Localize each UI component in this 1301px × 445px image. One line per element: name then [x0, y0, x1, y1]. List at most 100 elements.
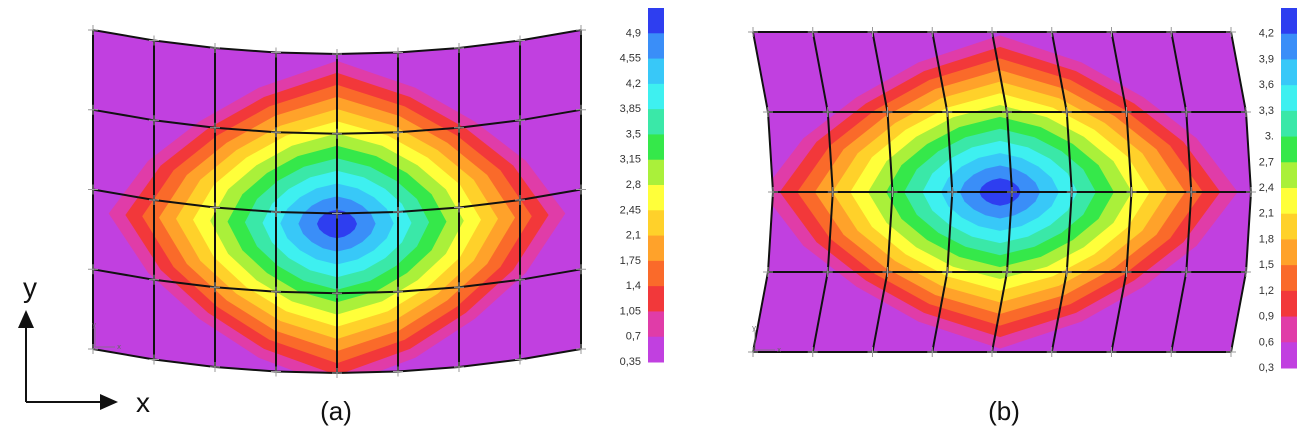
panel-b-mesh-node-1-1	[822, 107, 833, 117]
panel-a-mesh-node-6-4	[454, 362, 464, 372]
panel-a-mesh-node-5-4	[393, 366, 403, 377]
panel-a-colorbar-swatch-11	[648, 286, 664, 312]
panel-b-mesh-node-4-1	[1002, 107, 1012, 117]
panel-a-mesh-node-1-1	[149, 115, 159, 126]
panel-a-colorbar-label-3: 3,85	[620, 103, 641, 115]
panel-b-mesh-node-5-4	[1046, 347, 1057, 357]
panel-a-colorbar-label-6: 2,8	[626, 179, 641, 191]
panel-b-mesh-node-4-0	[987, 27, 997, 37]
panel-a-mesh-node-2-3	[210, 282, 220, 293]
panel-a-colorbar-swatch-12	[648, 311, 664, 338]
panel-b-mesh-node-7-0	[1166, 27, 1177, 37]
panel-b-colorbar-label-11: 0,9	[1259, 311, 1274, 323]
panel-b-mesh-node-3-1	[942, 107, 953, 117]
panel-a-colorbar: 4,9 4,55 4,2 3,85 3,5 3,15 2,8 2,45 2,1 1,75 1,4 1,…	[620, 8, 664, 368]
panel-b-mesh-node-1-2	[827, 187, 838, 197]
panel-a-colorbar-swatch-5	[648, 134, 664, 161]
panel-b-colorbar-swatch-12	[1281, 316, 1297, 343]
panel-b-corner-y-letter: y	[752, 324, 756, 332]
panel-b-mesh-node-8-2	[1246, 187, 1256, 197]
panel-b-mesh-node-2-1	[882, 107, 893, 117]
panel-b-mesh-node-5-0	[1046, 27, 1057, 37]
panel-b-caption: (b)	[988, 396, 1020, 426]
panel-b-mesh-node-4-2	[1007, 187, 1017, 197]
panel-b-contour	[753, 32, 1251, 352]
panel-a: yx 4,94,554,23,853,53,152,82,452,11,751,…	[88, 8, 664, 426]
panel-b-colorbar-swatch-10	[1281, 265, 1297, 292]
panel-a-mesh-node-3-4	[271, 366, 281, 377]
panel-b-colorbar-swatch-11	[1281, 290, 1297, 318]
panel-b-colorbar-swatch-3	[1281, 85, 1297, 112]
panel-a-colorbar-swatch-10	[648, 260, 664, 287]
panel-a-colorbar-label-7: 2,45	[620, 204, 641, 216]
panel-b-mesh-node-6-0	[1106, 27, 1117, 37]
panel-a-colorbar-label-1: 4,55	[620, 53, 641, 65]
panel-a-mesh-node-3-2	[271, 207, 281, 217]
panel-b-corner-axes: yx	[752, 324, 781, 354]
panel-b-mesh-node-3-3	[942, 267, 953, 277]
panel-a-mesh-node-3-3	[271, 286, 281, 297]
panel-a-mesh-node-8-0	[576, 25, 586, 35]
panel-b-mesh-node-5-1	[1061, 107, 1072, 117]
panel-a-colorbar-label-10: 1,4	[626, 280, 641, 292]
panel-b-mesh-node-8-3	[1241, 267, 1251, 277]
panel-b-mesh-node-3-2	[947, 187, 958, 197]
panel-b-colorbar-swatch-6	[1281, 162, 1297, 189]
panel-b-mesh-node-8-0	[1226, 27, 1236, 37]
panel-b-mesh-node-1-3	[822, 267, 833, 277]
panel-b-mesh-node-3-0	[927, 27, 938, 37]
y-axis-arrowhead	[18, 310, 34, 328]
panel-a-mesh-node-6-0	[454, 43, 464, 53]
panel-b-colorbar-swatch-13	[1281, 342, 1297, 369]
panel-b-mesh-node-8-1	[1241, 107, 1251, 117]
panel-a-mesh-node-7-0	[515, 35, 525, 46]
panel-a-colorbar-label-13: 0,35	[620, 356, 641, 368]
panel-a-colorbar-label-9: 1,75	[620, 255, 641, 267]
panel-b-mesh-node-2-4	[867, 347, 878, 357]
panel-b-colorbar-label-0: 4,2	[1259, 28, 1274, 40]
panel-b-colorbar-label-1: 3,9	[1259, 53, 1274, 65]
panel-a-colorbar-swatch-7	[648, 185, 664, 211]
panel-a-mesh-node-7-4	[515, 354, 525, 365]
panel-b-mesh-node-2-0	[867, 27, 878, 37]
panel-b-mesh-node-1-0	[807, 27, 818, 37]
panel-a-mesh-node-2-0	[210, 43, 220, 53]
panel-b-mesh-node-0-3	[763, 267, 773, 277]
panel-b-mesh-node-3-4	[927, 347, 938, 357]
axes-indicator: y x	[18, 272, 150, 418]
panel-b-colorbar-swatch-4	[1281, 110, 1297, 138]
x-axis-label: x	[136, 387, 150, 418]
panel-a-mesh-node-1-3	[149, 274, 159, 285]
panel-b-mesh-node-1-4	[807, 347, 818, 357]
panel-b-mesh-node-5-2	[1066, 187, 1077, 197]
panel-a-mesh-node-1-2	[149, 195, 159, 205]
panel-a-mesh-node-7-2	[515, 195, 525, 205]
panel-b-colorbar-label-8: 1,8	[1259, 233, 1274, 245]
panel-a-mesh-node-5-3	[393, 286, 403, 297]
panel-a-mesh-node-5-0	[393, 47, 403, 58]
panel-b-mesh-node-0-2	[768, 187, 778, 197]
panel-a-mesh-node-8-3	[576, 264, 586, 275]
panel-a-mesh-node-8-2	[576, 184, 586, 195]
panel-a-corner-y-letter: y	[92, 321, 96, 329]
panel-a-colorbar-swatch-6	[648, 159, 664, 186]
panel-b-colorbar-label-6: 2,4	[1259, 182, 1274, 194]
panel-a-mesh-node-7-3	[515, 274, 525, 285]
panel-b-mesh-node-4-3	[1002, 267, 1012, 277]
panel-a-mesh-node-0-0	[88, 25, 98, 35]
panel-b-colorbar-label-2: 3,6	[1259, 79, 1274, 91]
panel-b-colorbar-label-10: 1,2	[1259, 285, 1274, 297]
panel-b-colorbar-swatch-1	[1281, 33, 1297, 60]
panel-b: yx 4,23,93,63,33.2,72,42,11,81,51,20,90,…	[748, 8, 1297, 426]
y-axis-label: y	[23, 272, 37, 303]
panel-a-mesh-node-3-1	[271, 127, 281, 138]
panel-a-mesh-node-3-0	[271, 47, 281, 58]
panel-a-mesh-node-2-1	[210, 122, 220, 133]
panel-b-mesh-node-7-1	[1181, 107, 1192, 117]
panel-a-colorbar-swatch-1	[648, 33, 664, 60]
panel-b-mesh-node-7-2	[1186, 187, 1197, 197]
panel-b-colorbar-swatch-8	[1281, 213, 1297, 240]
panel-a-mesh-node-5-1	[393, 127, 403, 138]
panel-b-colorbar-label-5: 2,7	[1259, 156, 1274, 168]
panel-a-mesh-node-7-1	[515, 115, 525, 126]
